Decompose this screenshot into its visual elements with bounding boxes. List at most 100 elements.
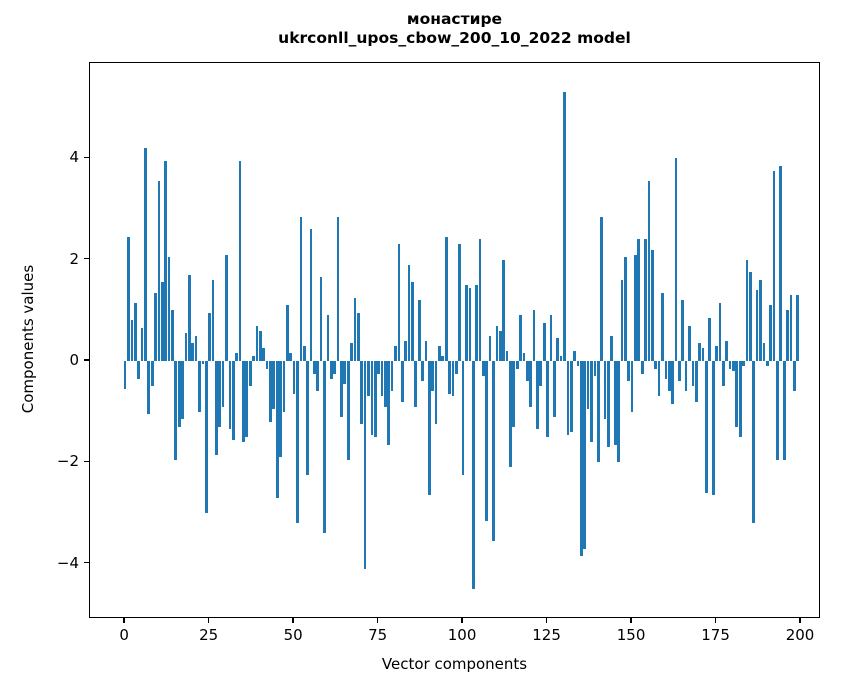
y-tick-label: 0 xyxy=(69,351,79,370)
bar xyxy=(184,333,188,362)
bar xyxy=(651,249,654,362)
bar xyxy=(688,325,691,361)
bar xyxy=(384,361,387,407)
bar xyxy=(228,361,232,430)
bar xyxy=(177,361,181,427)
bar xyxy=(471,361,475,590)
chart-title: монастире xyxy=(406,10,503,28)
bar xyxy=(752,361,756,524)
bar xyxy=(238,160,242,361)
bar xyxy=(329,361,333,379)
x-tick-mark xyxy=(376,618,379,623)
bar xyxy=(701,348,705,361)
bar xyxy=(654,361,658,369)
y-tick-mark xyxy=(84,257,89,260)
bar xyxy=(482,361,485,377)
bar xyxy=(353,297,357,361)
bar xyxy=(255,325,259,361)
bar xyxy=(536,361,539,430)
bar xyxy=(302,345,306,362)
bar xyxy=(377,361,380,374)
bar xyxy=(691,361,695,387)
bar xyxy=(336,216,340,361)
bar xyxy=(789,295,793,361)
bar xyxy=(721,361,725,387)
bar xyxy=(427,361,431,496)
x-tick-mark xyxy=(461,618,463,623)
bar xyxy=(620,279,624,362)
bar xyxy=(411,282,414,361)
bar xyxy=(779,165,783,361)
bar xyxy=(769,305,772,362)
bar xyxy=(215,361,218,455)
bar xyxy=(424,340,428,361)
bar xyxy=(607,361,610,448)
bar xyxy=(749,272,752,361)
x-tick-label: 25 xyxy=(199,626,219,644)
bar xyxy=(363,361,367,569)
bar xyxy=(387,361,391,445)
bar xyxy=(157,181,161,361)
bar xyxy=(610,335,614,361)
bar xyxy=(414,361,418,407)
bar xyxy=(319,277,323,362)
bar xyxy=(123,361,127,389)
bar xyxy=(705,361,708,493)
bar xyxy=(194,335,198,361)
bar xyxy=(553,361,556,417)
bar xyxy=(566,361,570,435)
bar xyxy=(171,310,174,361)
bar xyxy=(370,361,374,435)
bar xyxy=(617,361,620,463)
bar xyxy=(407,264,411,362)
bar xyxy=(164,160,168,361)
bar xyxy=(343,361,347,384)
x-tick-label: 75 xyxy=(368,626,388,644)
bar xyxy=(742,361,745,367)
bar xyxy=(596,361,600,463)
bar xyxy=(674,158,678,362)
bar xyxy=(725,340,729,361)
bar xyxy=(323,361,326,534)
bar xyxy=(468,287,472,361)
bar xyxy=(350,343,353,361)
y-tick-label: −4 xyxy=(56,553,79,572)
bar xyxy=(502,259,505,361)
bar xyxy=(539,361,543,387)
bar xyxy=(150,361,154,387)
bar xyxy=(248,361,252,387)
bar xyxy=(309,229,313,361)
bar xyxy=(718,302,722,361)
bar xyxy=(390,361,394,392)
bar xyxy=(181,361,184,420)
y-tick-mark xyxy=(84,359,89,361)
bar xyxy=(576,361,580,367)
bar xyxy=(448,361,451,394)
bar xyxy=(563,92,566,361)
bar xyxy=(647,181,651,361)
bar xyxy=(356,312,360,361)
bar xyxy=(130,320,134,362)
bar xyxy=(519,315,522,361)
bar xyxy=(627,361,631,382)
bar xyxy=(235,353,238,361)
bar xyxy=(245,361,249,438)
chart-subtitle: ukrconll_upos_cbow_200_10_2022 model xyxy=(278,29,631,47)
bar xyxy=(613,361,617,445)
bar xyxy=(542,323,546,361)
bar xyxy=(772,170,776,362)
bar xyxy=(640,361,644,374)
bar xyxy=(738,361,742,438)
bar xyxy=(715,345,718,362)
bar xyxy=(454,361,458,374)
x-tick-label: 125 xyxy=(532,626,561,644)
bar xyxy=(522,353,526,361)
bar xyxy=(498,330,502,362)
bar xyxy=(485,361,489,521)
bar xyxy=(546,361,549,438)
y-tick-mark xyxy=(84,156,89,158)
bar xyxy=(634,254,637,361)
bar xyxy=(461,361,465,476)
bar xyxy=(269,361,272,422)
bar xyxy=(434,361,438,425)
